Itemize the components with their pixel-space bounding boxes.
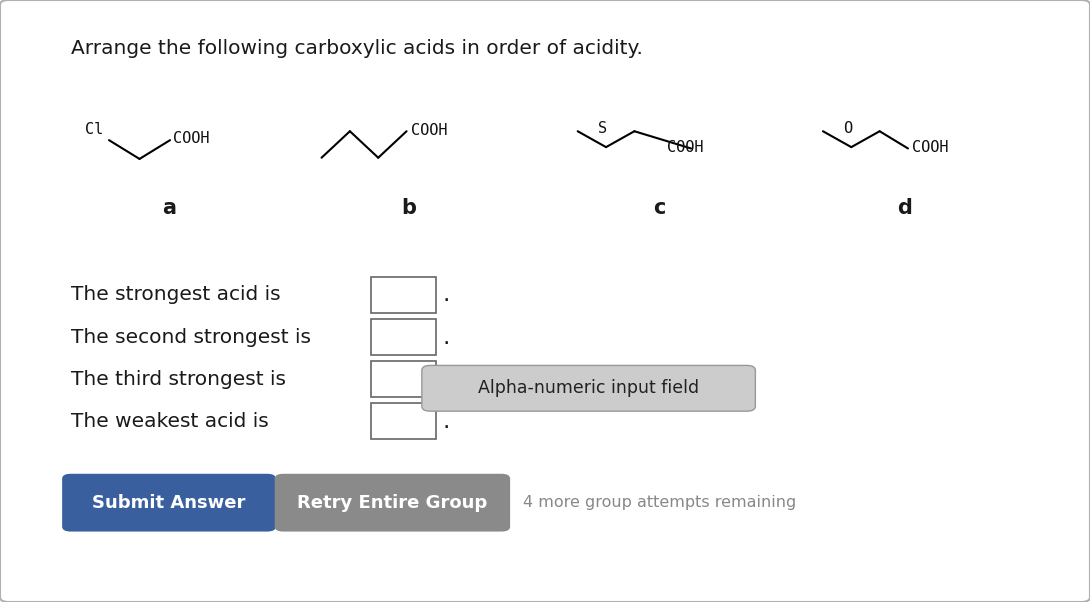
Text: The third strongest is: The third strongest is xyxy=(71,370,286,389)
FancyBboxPatch shape xyxy=(62,474,276,532)
Text: d: d xyxy=(897,197,912,218)
FancyBboxPatch shape xyxy=(371,403,436,439)
Text: COOH: COOH xyxy=(411,123,447,138)
Text: a: a xyxy=(162,197,175,218)
Text: O: O xyxy=(844,121,852,136)
FancyBboxPatch shape xyxy=(371,319,436,355)
Text: .: . xyxy=(443,284,450,306)
Text: .: . xyxy=(443,326,450,349)
Text: COOH: COOH xyxy=(667,140,703,155)
Text: Alpha-numeric input field: Alpha-numeric input field xyxy=(479,379,699,397)
FancyBboxPatch shape xyxy=(422,365,755,411)
FancyBboxPatch shape xyxy=(275,474,510,532)
Text: Arrange the following carboxylic acids in order of acidity.: Arrange the following carboxylic acids i… xyxy=(71,39,643,58)
Text: Retry Entire Group: Retry Entire Group xyxy=(298,494,487,512)
Text: The second strongest is: The second strongest is xyxy=(71,327,311,347)
Text: COOH: COOH xyxy=(173,131,209,146)
FancyBboxPatch shape xyxy=(371,277,436,313)
Text: The strongest acid is: The strongest acid is xyxy=(71,285,280,305)
Text: .: . xyxy=(443,368,450,391)
Text: Cl: Cl xyxy=(85,122,104,137)
Text: COOH: COOH xyxy=(912,140,948,155)
FancyBboxPatch shape xyxy=(371,361,436,397)
Text: Submit Answer: Submit Answer xyxy=(93,494,245,512)
Text: S: S xyxy=(598,121,607,136)
Text: .: . xyxy=(443,410,450,433)
Text: c: c xyxy=(653,197,666,218)
Text: 4 more group attempts remaining: 4 more group attempts remaining xyxy=(523,495,797,510)
Text: b: b xyxy=(401,197,416,218)
Text: The weakest acid is: The weakest acid is xyxy=(71,412,268,431)
